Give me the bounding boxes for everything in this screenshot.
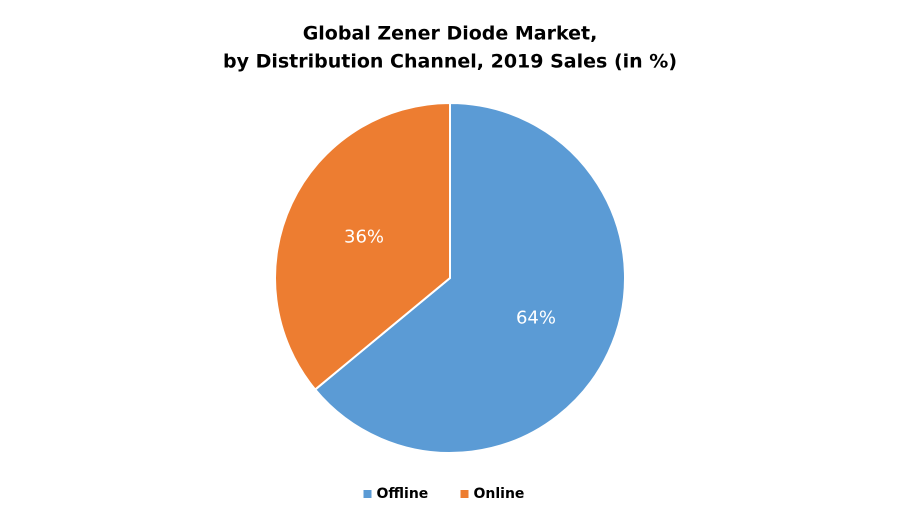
pie-slice [313,101,626,454]
legend-label: Online [474,486,525,502]
pie-slice [274,101,451,391]
data-label: 64% [516,307,556,328]
chart-title: Global Zener Diode Market, [303,23,598,45]
chart-title: by Distribution Channel, 2019 Sales (in … [223,51,677,73]
legend-label: Offline [377,486,429,502]
legend-marker [460,490,469,498]
legend-marker [363,490,372,498]
data-label: 36% [344,227,384,248]
